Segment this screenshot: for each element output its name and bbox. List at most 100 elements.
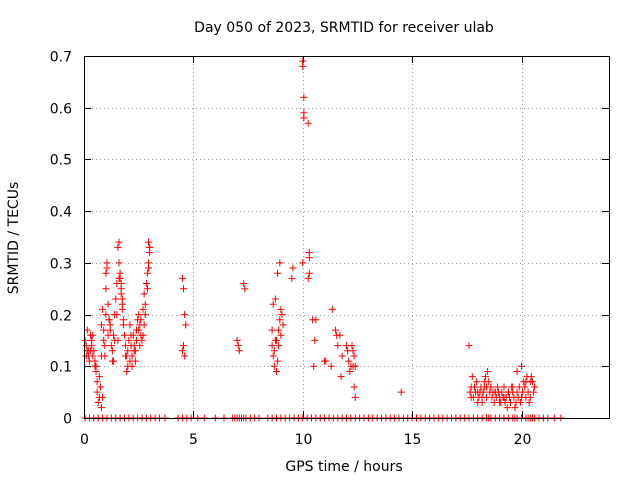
data-point xyxy=(270,362,278,370)
data-point xyxy=(332,326,340,334)
data-point xyxy=(277,331,285,339)
data-point xyxy=(115,259,123,267)
x-axis-label: GPS time / hours xyxy=(285,459,402,475)
data-point xyxy=(327,362,335,370)
x-tick-label: 5 xyxy=(189,432,198,448)
data-point xyxy=(527,373,535,381)
data-point xyxy=(126,321,134,329)
data-point xyxy=(122,352,130,360)
data-point xyxy=(133,336,140,344)
data-point xyxy=(498,388,506,396)
data-point xyxy=(269,300,277,308)
data-point xyxy=(350,352,358,360)
data-point xyxy=(300,93,308,101)
data-point xyxy=(279,321,287,329)
data-point xyxy=(305,269,313,277)
data-point xyxy=(120,331,128,339)
data-point xyxy=(483,393,490,401)
x-tick-label: 15 xyxy=(404,432,422,448)
data-point xyxy=(104,331,112,339)
data-point xyxy=(268,326,276,334)
data-point xyxy=(118,295,126,303)
data-point xyxy=(98,321,105,329)
data-point xyxy=(142,280,150,288)
data-point xyxy=(125,336,133,344)
data-point xyxy=(516,398,524,406)
data-point xyxy=(484,367,492,375)
data-point xyxy=(311,336,319,344)
data-point xyxy=(117,290,125,298)
data-point xyxy=(81,336,89,344)
y-tick-label: 0 xyxy=(63,412,72,428)
data-point xyxy=(104,300,112,308)
data-point xyxy=(271,295,279,303)
data-point xyxy=(521,383,529,391)
data-point xyxy=(270,347,278,355)
data-point xyxy=(102,269,110,277)
data-point xyxy=(107,342,115,350)
data-point xyxy=(304,119,312,127)
data-point xyxy=(334,342,342,350)
data-point xyxy=(116,274,124,282)
data-point xyxy=(95,373,103,381)
data-point xyxy=(94,398,102,406)
data-point xyxy=(289,264,297,272)
data-point xyxy=(522,378,530,386)
data-point xyxy=(503,404,511,412)
data-point xyxy=(98,352,105,360)
data-point xyxy=(273,367,280,375)
data-point xyxy=(235,347,243,355)
data-point xyxy=(346,367,354,375)
data-point xyxy=(288,274,296,282)
data-point xyxy=(139,331,147,339)
data-point xyxy=(89,331,97,339)
data-point xyxy=(115,238,123,246)
data-point xyxy=(274,269,282,277)
data-point xyxy=(349,362,357,370)
data-point xyxy=(299,62,307,70)
x-tick-label: 10 xyxy=(295,432,313,448)
data-point xyxy=(234,342,242,350)
data-point xyxy=(92,362,100,370)
axis-ticks xyxy=(84,56,609,419)
data-point xyxy=(98,404,105,412)
data-point xyxy=(140,321,148,329)
data-point xyxy=(397,388,405,396)
data-point xyxy=(91,357,99,365)
data-point xyxy=(276,259,284,267)
y-tick-label: 0.2 xyxy=(50,309,72,325)
data-point xyxy=(123,367,131,375)
data-point xyxy=(528,378,536,386)
data-point xyxy=(328,305,336,313)
data-point xyxy=(480,383,488,391)
data-point xyxy=(84,352,92,360)
data-point xyxy=(305,254,313,262)
data-point xyxy=(493,383,501,391)
data-point xyxy=(180,342,188,350)
data-point xyxy=(101,342,109,350)
data-point xyxy=(481,373,489,381)
data-point xyxy=(114,336,122,344)
data-point xyxy=(118,305,126,313)
data-point xyxy=(117,280,125,288)
data-point xyxy=(525,398,533,406)
data-point xyxy=(136,342,144,350)
data-point xyxy=(531,383,539,391)
plot-area-frame xyxy=(84,56,610,419)
data-point xyxy=(128,352,136,360)
data-point xyxy=(518,362,525,370)
y-tick-label: 0.5 xyxy=(50,153,72,169)
data-point xyxy=(181,311,189,319)
data-point xyxy=(93,388,101,396)
data-point xyxy=(141,311,149,319)
data-point xyxy=(322,357,330,365)
data-point xyxy=(100,336,108,344)
data-point xyxy=(487,383,495,391)
data-point xyxy=(233,336,241,344)
data-point xyxy=(278,311,286,319)
data-point xyxy=(485,378,493,386)
data-point xyxy=(509,383,517,391)
y-tick-label: 0.7 xyxy=(50,50,72,66)
data-point xyxy=(491,388,499,396)
